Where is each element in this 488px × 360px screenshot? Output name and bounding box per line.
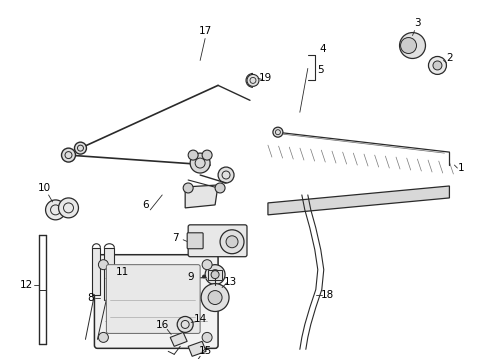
Circle shape xyxy=(190,153,210,173)
FancyBboxPatch shape xyxy=(106,265,200,333)
Text: 13: 13 xyxy=(223,276,236,287)
Circle shape xyxy=(45,200,65,220)
Circle shape xyxy=(202,332,212,342)
Text: 5: 5 xyxy=(317,66,324,76)
Circle shape xyxy=(211,271,219,279)
Circle shape xyxy=(74,142,86,154)
Circle shape xyxy=(98,260,108,270)
Circle shape xyxy=(400,37,416,54)
Circle shape xyxy=(204,265,224,285)
Circle shape xyxy=(215,183,224,193)
Circle shape xyxy=(225,236,238,248)
Circle shape xyxy=(220,230,244,254)
Text: 11: 11 xyxy=(116,267,129,276)
Text: 15: 15 xyxy=(198,346,211,356)
FancyBboxPatch shape xyxy=(188,225,246,257)
Circle shape xyxy=(246,75,259,86)
Circle shape xyxy=(177,316,193,332)
Text: 9: 9 xyxy=(187,272,194,282)
Circle shape xyxy=(218,167,234,183)
Text: 16: 16 xyxy=(155,320,168,330)
Text: 8: 8 xyxy=(87,293,94,302)
Text: 10: 10 xyxy=(38,183,51,193)
Circle shape xyxy=(188,150,198,160)
Circle shape xyxy=(427,57,446,75)
Text: 17: 17 xyxy=(198,26,211,36)
Polygon shape xyxy=(170,332,187,346)
Polygon shape xyxy=(267,186,448,215)
Text: 14: 14 xyxy=(193,314,206,324)
Circle shape xyxy=(210,270,220,280)
Text: 2: 2 xyxy=(445,54,452,63)
FancyBboxPatch shape xyxy=(187,233,203,249)
Polygon shape xyxy=(188,341,205,356)
Text: 7: 7 xyxy=(172,233,178,243)
Polygon shape xyxy=(92,248,100,294)
Text: 12: 12 xyxy=(20,280,33,289)
Circle shape xyxy=(399,32,425,58)
Text: 6: 6 xyxy=(142,200,148,210)
Polygon shape xyxy=(185,185,218,208)
Text: 19: 19 xyxy=(258,73,271,84)
Circle shape xyxy=(61,148,75,162)
Circle shape xyxy=(202,150,212,160)
Polygon shape xyxy=(104,248,114,300)
Circle shape xyxy=(272,127,283,137)
Circle shape xyxy=(59,198,78,218)
Text: 3: 3 xyxy=(413,18,420,28)
Circle shape xyxy=(98,332,108,342)
Text: 1: 1 xyxy=(457,163,464,173)
Circle shape xyxy=(202,275,205,278)
Circle shape xyxy=(432,61,441,70)
Circle shape xyxy=(183,183,193,193)
Text: 18: 18 xyxy=(321,289,334,300)
Circle shape xyxy=(208,291,222,305)
FancyBboxPatch shape xyxy=(94,255,218,348)
Polygon shape xyxy=(208,270,222,280)
Text: 4: 4 xyxy=(319,44,325,54)
Circle shape xyxy=(202,260,212,270)
Circle shape xyxy=(201,284,228,311)
